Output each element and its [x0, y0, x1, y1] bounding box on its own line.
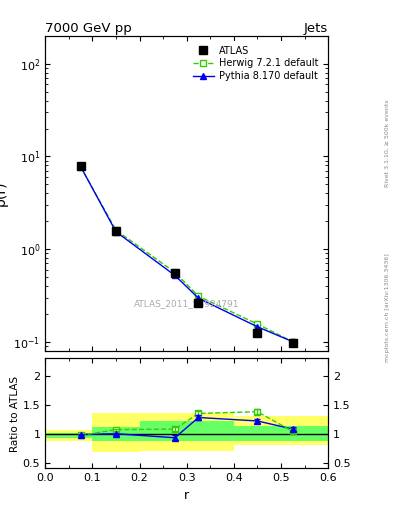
Y-axis label: Ratio to ATLAS: Ratio to ATLAS	[10, 375, 20, 452]
Text: Jets: Jets	[304, 22, 328, 35]
Text: Rivet 3.1.10, ≥ 500k events: Rivet 3.1.10, ≥ 500k events	[385, 99, 390, 187]
Legend: ATLAS, Herwig 7.2.1 default, Pythia 8.170 default: ATLAS, Herwig 7.2.1 default, Pythia 8.17…	[188, 40, 323, 86]
Text: 7000 GeV pp: 7000 GeV pp	[45, 22, 132, 35]
X-axis label: r: r	[184, 489, 189, 502]
Text: ATLAS_2011_S8924791: ATLAS_2011_S8924791	[134, 299, 239, 308]
Y-axis label: ρ(r): ρ(r)	[0, 181, 8, 206]
Text: mcplots.cern.ch [arXiv:1306.3436]: mcplots.cern.ch [arXiv:1306.3436]	[385, 253, 390, 361]
